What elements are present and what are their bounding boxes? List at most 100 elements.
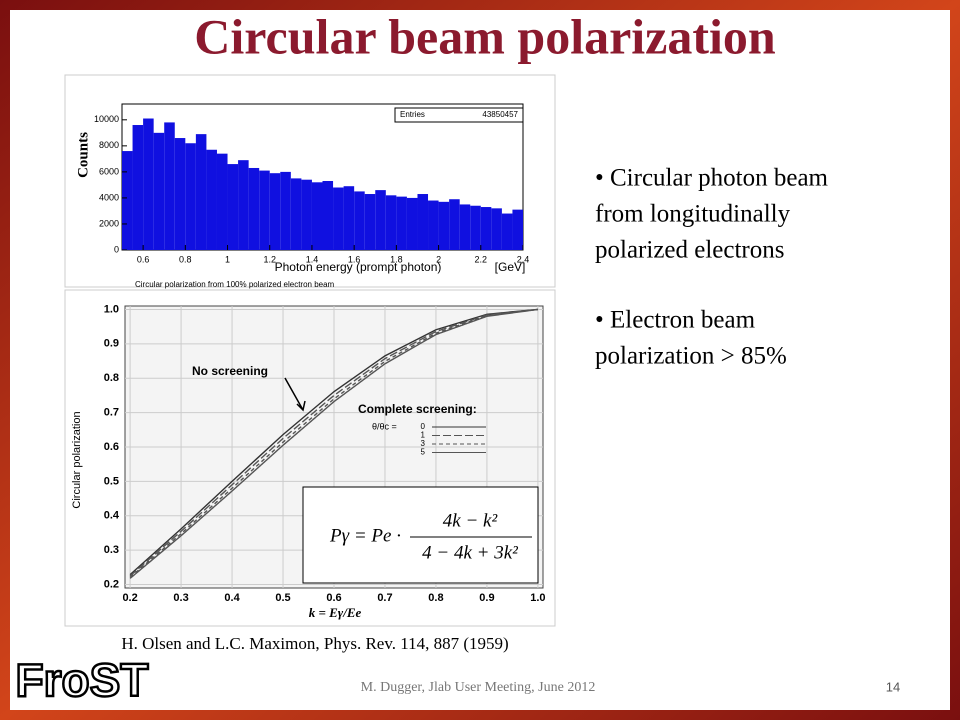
y-tick-label: 6000: [99, 166, 119, 176]
x-tick-label: 0.3: [173, 592, 188, 604]
bar: [122, 151, 133, 250]
bar: [512, 209, 523, 250]
bullet-line: polarized electrons: [595, 237, 785, 264]
annotation: No screening: [192, 364, 268, 378]
bar: [406, 197, 418, 250]
x-tick-label: 0.8: [179, 254, 192, 264]
x-tick-label: 2: [436, 254, 441, 264]
y-tick-label: 0.5: [104, 475, 119, 487]
bar: [143, 118, 154, 251]
bar: [470, 205, 481, 250]
bar: [375, 190, 386, 250]
y-tick-label: 8000: [99, 140, 119, 150]
legend-label: 1: [421, 431, 426, 440]
x-tick-label: 1: [225, 254, 230, 264]
legend-subtitle: θ/θc =: [372, 421, 397, 431]
y-tick-label: 0.3: [104, 544, 119, 556]
citation: H. Olsen and L.C. Maximon, Phys. Rev. 11…: [121, 634, 508, 653]
bar: [333, 187, 344, 250]
bar: [259, 170, 270, 250]
bullet-line: • Electron beam: [595, 307, 756, 334]
x-tick-label: 0.4: [224, 592, 240, 604]
bullet-line: • Circular photon beam: [595, 165, 829, 192]
x-tick-label: 1.4: [306, 254, 319, 264]
bar: [343, 186, 355, 250]
y-tick-label: 10000: [94, 114, 119, 124]
y-axis-label: Circular polarization: [71, 411, 83, 508]
formula-lhs: Pγ = Pe ·: [329, 525, 401, 546]
x-tick-label: 1.2: [263, 254, 276, 264]
legend-label: 5: [421, 448, 426, 457]
legend-label: 3: [421, 439, 426, 448]
x-tick-label: 0.9: [479, 592, 494, 604]
bar: [164, 122, 175, 250]
bullets: • Circular photon beam from longitudinall…: [595, 165, 829, 370]
bar: [322, 181, 334, 250]
legend-label: 0: [421, 422, 426, 431]
bar: [174, 138, 186, 250]
bar: [459, 204, 471, 250]
curve: [129, 308, 538, 579]
bar: [385, 195, 397, 250]
curve: [129, 308, 538, 577]
formula-box: [302, 486, 539, 584]
bullet-line: from longitudinally: [595, 201, 791, 228]
y-tick-label: 0.2: [104, 578, 119, 590]
bar: [280, 171, 291, 250]
y-tick-label: 4000: [99, 192, 119, 202]
x-tick-label: 0.6: [137, 254, 150, 264]
bar: [153, 132, 165, 250]
y-tick-label: 2000: [99, 218, 119, 228]
bar: [449, 199, 460, 250]
x-tick-label: 0.8: [428, 592, 443, 604]
x-axis-unit: [GeV]: [495, 260, 526, 274]
bar: [480, 207, 492, 250]
y-tick-label: 0: [114, 244, 119, 254]
slide-title: Circular beam polarization: [194, 8, 776, 64]
bar: [216, 153, 228, 250]
bar: [290, 178, 302, 250]
annotation-arrow: [284, 377, 306, 412]
bar: [195, 134, 207, 250]
bar: [396, 196, 407, 250]
legend-title: Complete screening:: [358, 402, 477, 416]
chart-title: Circular polarization from 100% polarize…: [135, 280, 335, 289]
x-tick-label: 0.7: [377, 592, 392, 604]
y-tick-label: 1.0: [104, 303, 119, 315]
bar: [438, 201, 450, 250]
bar: [491, 208, 502, 250]
bar: [269, 173, 281, 250]
x-tick-label: 0.5: [275, 592, 290, 604]
bar: [227, 164, 239, 250]
x-axis-label: Photon energy (prompt photon): [275, 260, 442, 274]
logo: FroST: [16, 654, 149, 706]
curve: [129, 308, 538, 578]
bar: [301, 179, 312, 250]
y-tick-label: 0.9: [104, 338, 119, 350]
footer: M. Dugger, Jlab User Meeting, June 2012: [361, 680, 596, 695]
bar: [428, 200, 439, 250]
bar: [206, 149, 217, 250]
bar: [238, 160, 249, 250]
y-tick-label: 0.8: [104, 372, 119, 384]
x-tick-label: 2.2: [475, 254, 488, 264]
stats-box: [394, 107, 524, 123]
formula-numerator: 4k − k²: [443, 510, 498, 531]
curve: [129, 308, 538, 576]
x-tick-label: 1.8: [390, 254, 403, 264]
x-tick-label: 1.0: [530, 592, 545, 604]
y-tick-label: 0.4: [104, 510, 120, 522]
bar: [501, 213, 513, 250]
x-axis-label: k = Eγ/Ee: [309, 605, 362, 620]
bullet-line: polarization > 85%: [595, 343, 787, 370]
y-tick-label: 0.7: [104, 407, 119, 419]
formula: Pγ = Pe · 4k − k² 4 − 4k + 3k²: [329, 510, 532, 563]
y-axis-label: Counts: [75, 132, 91, 178]
bar: [248, 167, 260, 250]
y-tick-label: 0.6: [104, 441, 119, 453]
stats-label: Entries: [400, 110, 425, 119]
stats-value: 43850457: [482, 110, 518, 119]
x-tick-label: 0.2: [122, 592, 137, 604]
bar: [132, 125, 144, 250]
